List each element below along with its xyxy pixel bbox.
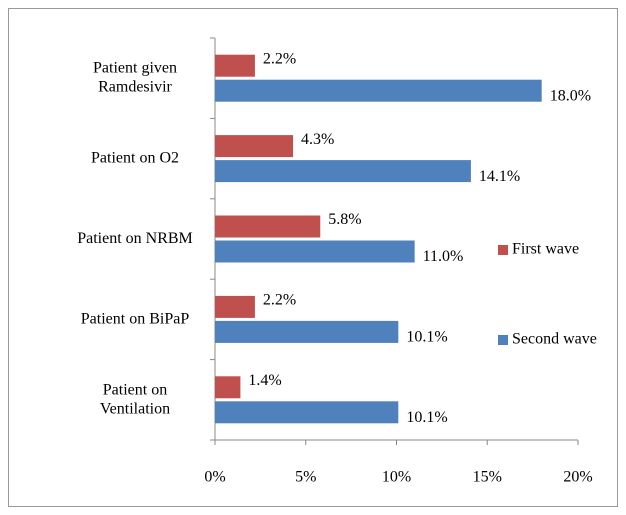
x-tick-label: 20% xyxy=(563,469,592,486)
category-label: Patient on NRBM xyxy=(77,230,193,247)
value-label: 10.1% xyxy=(406,329,447,346)
chart-border xyxy=(8,8,618,507)
bar xyxy=(215,376,241,399)
legend-swatch xyxy=(498,245,508,255)
x-tick-label: 0% xyxy=(204,469,225,486)
category-label: Patient on BiPaP xyxy=(81,310,190,327)
category-label: Patient on O2 xyxy=(91,149,179,166)
x-tick-label: 15% xyxy=(473,469,502,486)
legend-label: Second wave xyxy=(512,331,597,348)
bar xyxy=(215,295,255,318)
category-label: Patient on Ventilation xyxy=(100,381,170,417)
value-label: 11.0% xyxy=(423,248,464,265)
value-label: 2.2% xyxy=(263,50,296,67)
bar xyxy=(215,135,294,158)
bar xyxy=(215,54,255,77)
value-label: 4.3% xyxy=(301,131,334,148)
category-label: Patient given Ramdesivir xyxy=(93,59,177,95)
legend-swatch xyxy=(498,335,508,345)
bar xyxy=(215,320,399,343)
value-label: 5.8% xyxy=(328,211,361,228)
bar xyxy=(215,160,471,183)
value-label: 14.1% xyxy=(479,168,520,185)
value-label: 1.4% xyxy=(248,372,281,389)
x-tick-label: 5% xyxy=(295,469,316,486)
bar xyxy=(215,79,542,102)
bar xyxy=(215,401,399,424)
value-label: 2.2% xyxy=(263,292,296,309)
legend-label: First wave xyxy=(512,241,579,258)
bar xyxy=(215,215,321,238)
value-label: 18.0% xyxy=(550,87,591,104)
value-label: 10.1% xyxy=(406,409,447,426)
bar xyxy=(215,240,415,263)
x-tick-label: 10% xyxy=(382,469,411,486)
